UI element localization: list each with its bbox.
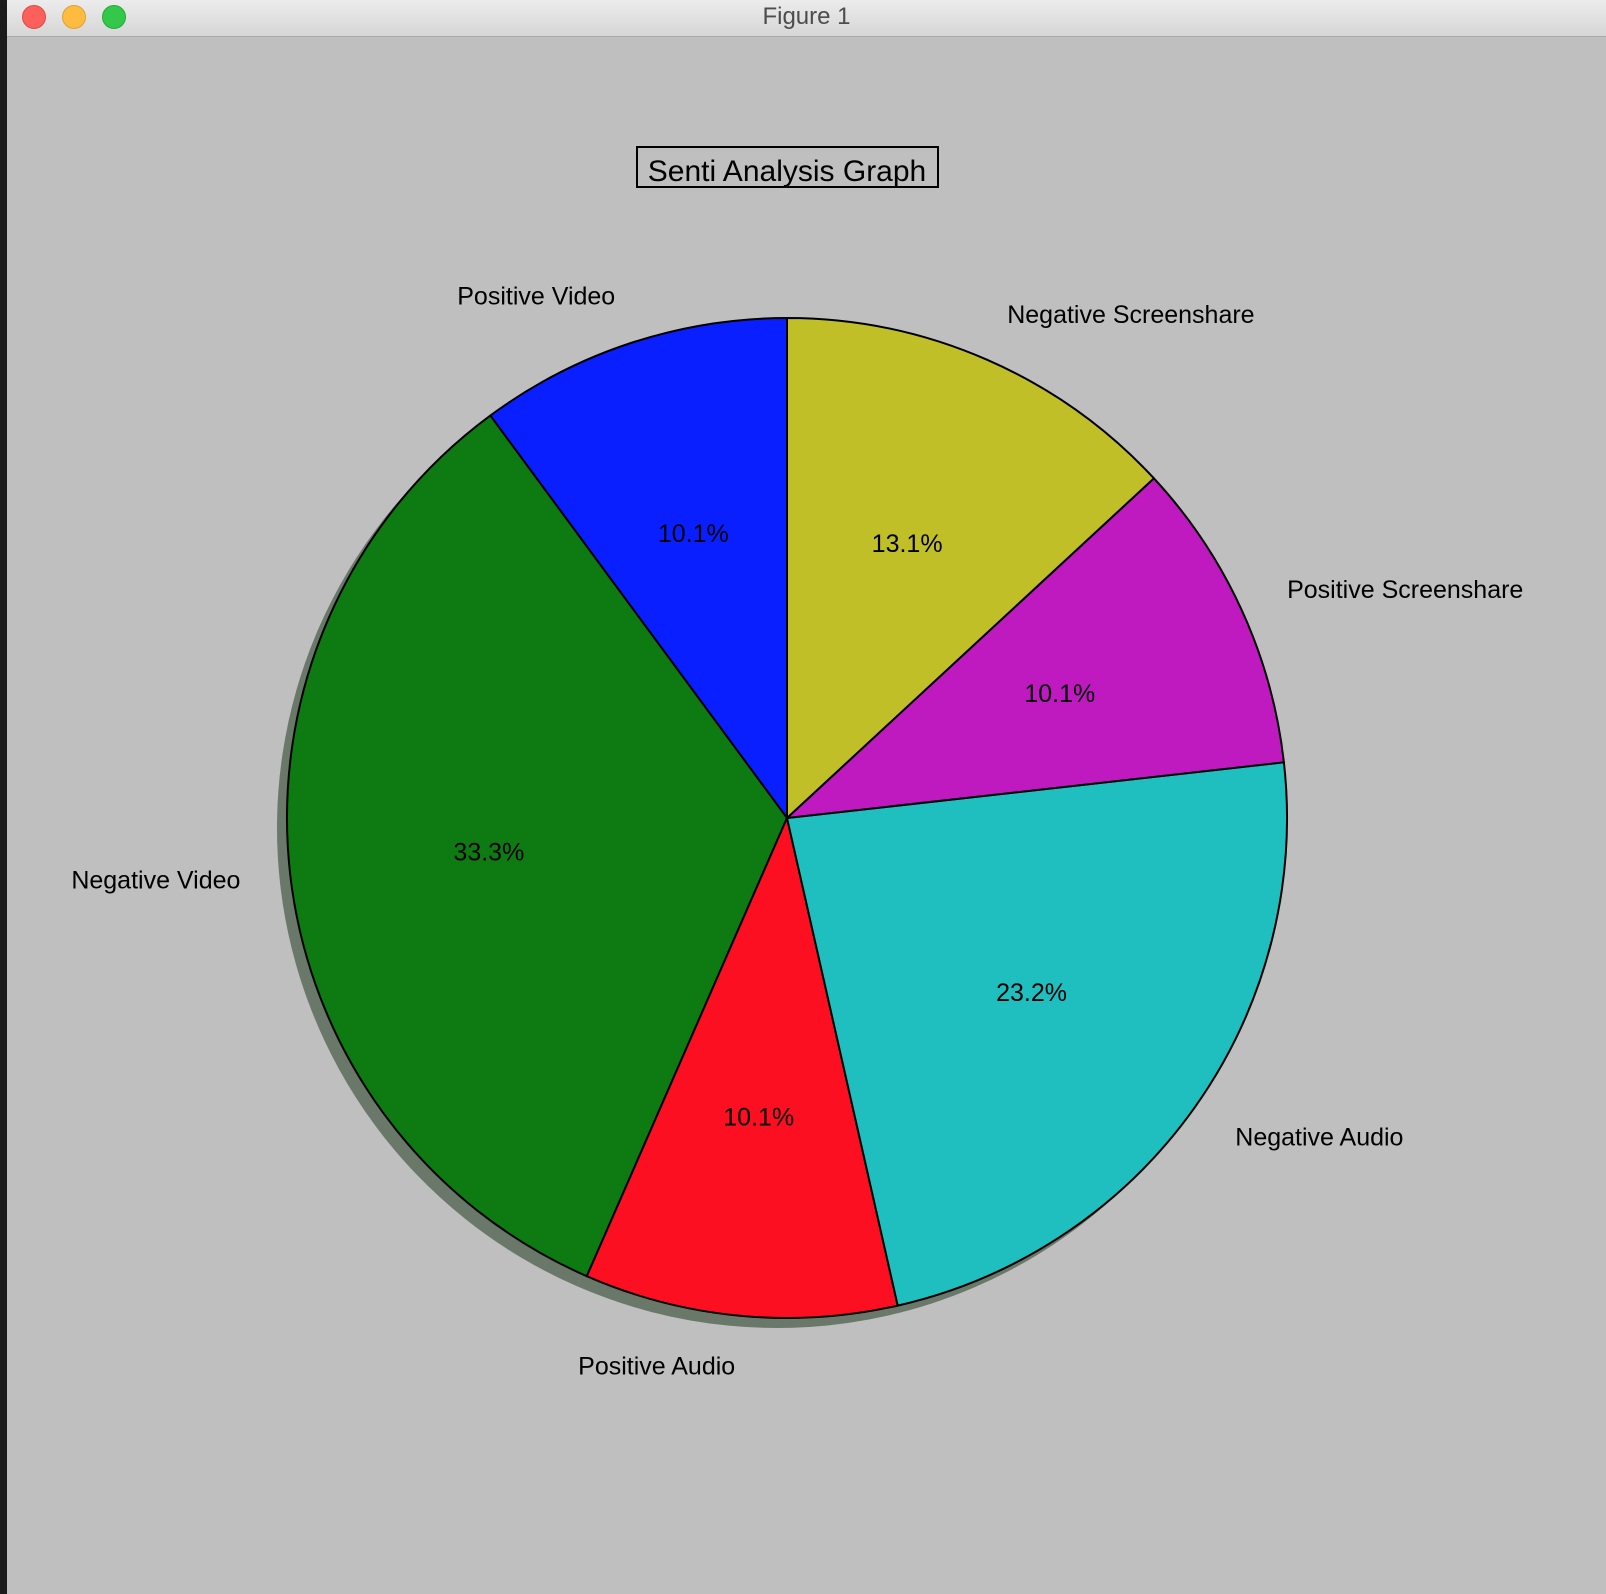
slice-positive-video (489, 317, 788, 819)
minimize-button[interactable] (62, 5, 86, 29)
slice-label-positive-screenshare: Positive Screenshare (1287, 576, 1523, 604)
pct-label-negative-screenshare: 13.1% (872, 530, 943, 558)
chart-title: Senti Analysis Graph (648, 155, 926, 188)
chart-title-box (636, 146, 939, 188)
pie-slices (286, 317, 1289, 1319)
slice-label-negative-video: Negative Video (71, 866, 240, 894)
pct-label-positive-audio: 10.1% (723, 1104, 794, 1132)
figure-window: Figure 1 10.1% Positive Video 33.3% Negativ… (7, 0, 1606, 1594)
slice-label-negative-audio: Negative Audio (1235, 1124, 1403, 1152)
slice-label-negative-screenshare: Negative Screenshare (1007, 301, 1254, 329)
pct-label-negative-audio: 23.2% (996, 979, 1067, 1007)
slice-negative-audio (786, 761, 1289, 1307)
close-button[interactable] (22, 5, 46, 29)
title-bar[interactable]: Figure 1 (7, 0, 1606, 37)
pct-label-positive-video: 10.1% (658, 520, 729, 548)
zoom-button[interactable] (102, 5, 126, 29)
pie-labels: 10.1% Positive Video 33.3% Negative Video 10… (71, 283, 1523, 1381)
slice-label-positive-video: Positive Video (457, 283, 615, 311)
pie-chart: 10.1% Positive Video 33.3% Negative Video 10… (71, 146, 1523, 1381)
window-title: Figure 1 (762, 3, 851, 30)
slice-positive-audio (585, 817, 899, 1319)
slice-negative-video (286, 414, 788, 1278)
pct-label-negative-video: 33.3% (453, 838, 524, 866)
slice-positive-screenshare (786, 477, 1285, 819)
slice-label-positive-audio: Positive Audio (578, 1353, 735, 1381)
slice-negative-screenshare (786, 317, 1155, 819)
chart-title-group: Senti Analysis Graph (636, 146, 939, 188)
pct-label-positive-screenshare: 10.1% (1024, 680, 1095, 708)
